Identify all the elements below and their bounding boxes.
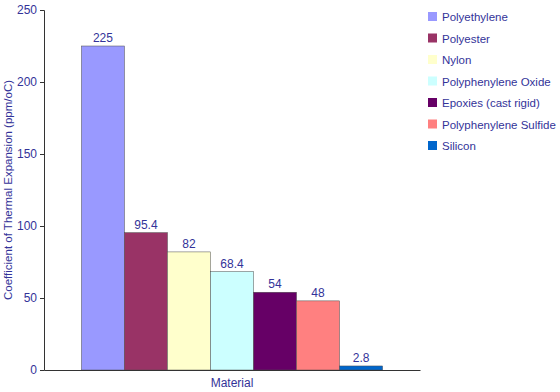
bar <box>340 366 383 370</box>
y-tick-label: 50 <box>24 291 38 305</box>
legend-swatch <box>428 77 437 86</box>
data-label: 48 <box>311 286 325 300</box>
bar <box>254 292 297 370</box>
data-label: 68.4 <box>220 257 244 271</box>
x-axis <box>45 370 421 371</box>
x-axis-title: Material <box>211 376 254 390</box>
y-tick: 0 <box>30 363 44 377</box>
bars <box>81 46 382 370</box>
legend-label: Silicon <box>442 140 476 152</box>
legend-label: Polyethylene <box>442 11 508 23</box>
legend-swatch <box>428 12 437 21</box>
data-label: 225 <box>93 31 113 45</box>
y-tick-mark <box>40 298 44 299</box>
legend-swatch <box>428 55 437 64</box>
x-axis-line <box>45 370 421 371</box>
y-tick-mark <box>40 370 44 371</box>
y-tick: 50 <box>24 291 44 305</box>
y-tick-label: 100 <box>17 219 37 233</box>
data-label: 95.4 <box>134 218 158 232</box>
data-labels: 225 95.4 82 68.4 54 48 2.8 <box>93 31 370 365</box>
legend-swatch <box>428 34 437 43</box>
legend-swatch <box>428 120 437 129</box>
y-tick-mark <box>40 10 44 11</box>
y-tick: 150 <box>17 147 44 161</box>
y-tick-label: 150 <box>17 147 37 161</box>
bar <box>297 301 340 370</box>
data-label: 2.8 <box>353 351 370 365</box>
data-label: 82 <box>182 237 196 251</box>
bar <box>124 233 167 370</box>
y-tick-mark <box>40 226 44 227</box>
y-axis-line <box>40 11 45 371</box>
bar <box>210 272 253 370</box>
legend-label: Epoxies (cast rigid) <box>442 97 540 109</box>
legend-label: Polyester <box>442 33 490 45</box>
legend-swatch <box>428 98 437 107</box>
y-tick-label: 250 <box>17 3 37 17</box>
y-tick: 200 <box>17 75 44 89</box>
bar <box>167 252 210 370</box>
legend-swatch <box>428 141 437 150</box>
legend: Polyethylene Polyester Nylon Polyphenylene … <box>428 11 556 152</box>
y-tick-mark <box>40 82 44 83</box>
bar <box>81 46 124 370</box>
y-axis-title: Coefficient of Thermal Expansion (ppm/oC… <box>2 80 14 300</box>
y-tick: 100 <box>17 219 44 233</box>
legend-label: Polyphenylene Oxide <box>442 76 551 88</box>
legend-label: Polyphenylene Sulfide <box>442 119 556 131</box>
y-axis: 0 50 100 150 200 250 <box>17 3 45 377</box>
y-tick: 250 <box>17 3 44 17</box>
data-label: 54 <box>268 277 282 291</box>
y-tick-label: 200 <box>17 75 37 89</box>
legend-label: Nylon <box>442 54 471 66</box>
y-tick-mark <box>40 154 44 155</box>
y-tick-label: 0 <box>30 363 37 377</box>
